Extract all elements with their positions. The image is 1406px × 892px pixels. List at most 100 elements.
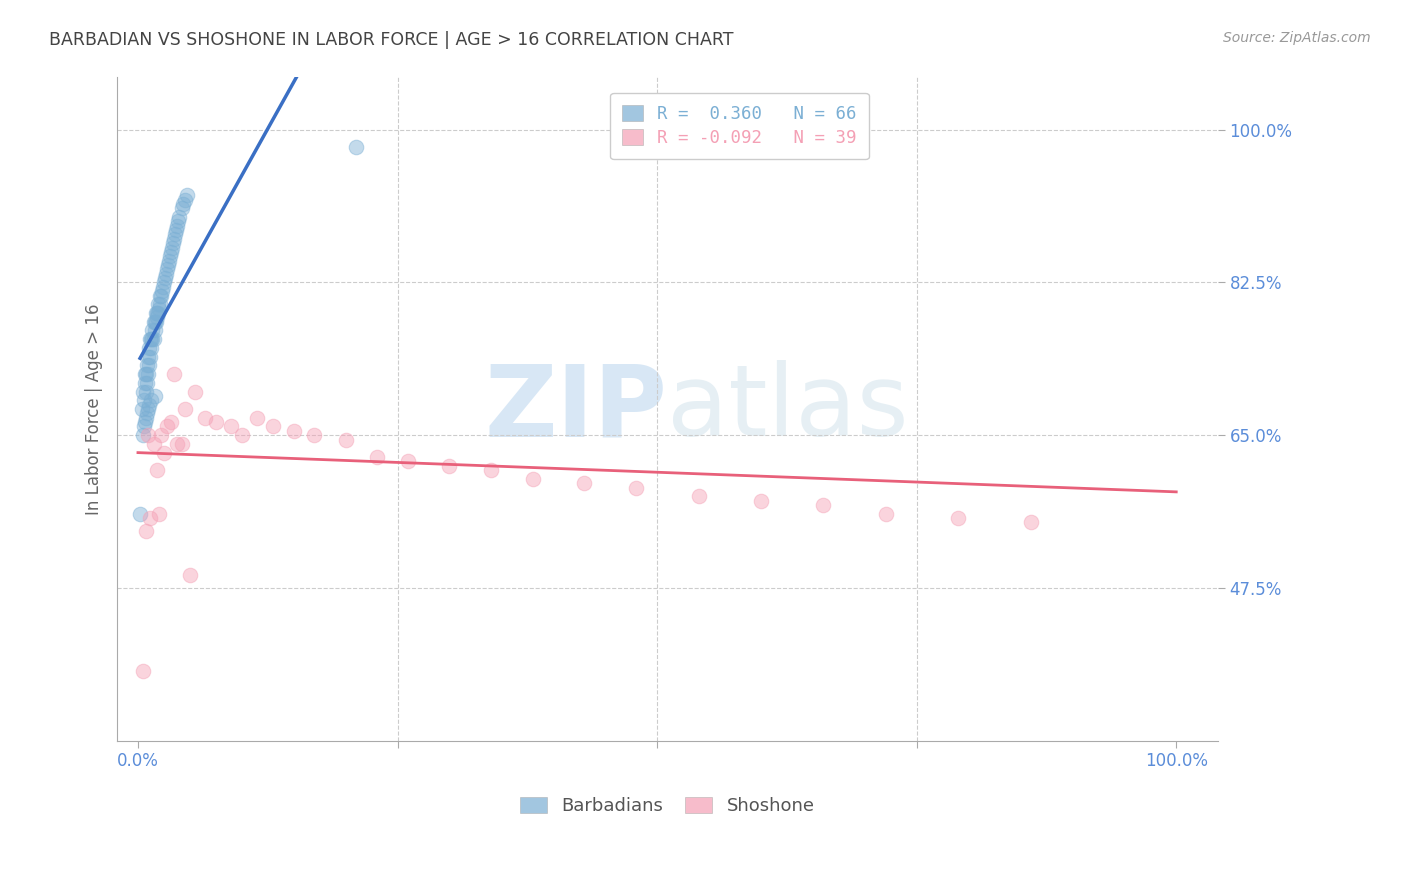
Point (152, 280, 174, 294)
Point (134, 393, 156, 408)
Point (439, 458, 461, 473)
Point (176, 188, 198, 202)
Point (145, 315, 167, 329)
Point (1019, 516, 1042, 530)
Point (134, 376, 156, 390)
Point (138, 402, 160, 417)
Point (948, 511, 970, 525)
Point (131, 402, 153, 417)
Point (160, 244, 183, 259)
Point (366, 450, 388, 464)
Point (170, 202, 193, 216)
Point (141, 341, 163, 355)
Point (142, 315, 165, 329)
Point (142, 332, 165, 346)
Point (156, 262, 179, 277)
Point (135, 410, 157, 425)
Point (173, 402, 195, 417)
Point (141, 332, 163, 346)
Point (145, 310, 167, 325)
Point (344, 140, 367, 154)
Point (138, 367, 160, 381)
Point (139, 332, 162, 346)
Point (139, 511, 162, 525)
Point (136, 376, 159, 390)
Point (141, 323, 163, 337)
Text: BARBADIAN VS SHOSHONE IN LABOR FORCE | AGE > 16 CORRELATION CHART: BARBADIAN VS SHOSHONE IN LABOR FORCE | A… (49, 31, 734, 49)
Point (166, 219, 188, 233)
Point (138, 359, 160, 373)
Point (150, 284, 173, 298)
Legend: Barbadians, Shoshone: Barbadians, Shoshone (513, 789, 823, 822)
Point (875, 507, 897, 521)
Point (205, 415, 228, 429)
Point (146, 297, 169, 311)
Point (138, 398, 160, 412)
Point (135, 367, 157, 381)
Point (160, 241, 183, 255)
Y-axis label: In Labor Force | Age > 16: In Labor Force | Age > 16 (86, 303, 103, 515)
Point (479, 463, 502, 477)
Point (165, 223, 187, 237)
Point (813, 498, 835, 512)
Point (136, 359, 159, 373)
Point (172, 197, 194, 211)
Point (160, 415, 183, 429)
Point (335, 433, 357, 447)
Point (159, 249, 181, 263)
Point (167, 214, 190, 228)
Point (153, 271, 176, 285)
Point (688, 489, 710, 503)
Point (396, 454, 419, 468)
Point (141, 332, 163, 346)
Point (143, 315, 166, 329)
Point (138, 428, 160, 442)
Text: ZIP: ZIP (485, 360, 668, 458)
Point (149, 428, 172, 442)
Point (283, 424, 305, 438)
Point (163, 367, 186, 381)
Point (522, 472, 544, 486)
Point (157, 253, 180, 268)
Point (145, 306, 167, 320)
Point (162, 236, 184, 251)
Point (142, 437, 165, 451)
Point (135, 524, 157, 538)
Point (304, 428, 326, 442)
Point (231, 428, 253, 442)
Point (262, 419, 284, 434)
Point (179, 567, 201, 582)
Point (574, 476, 596, 491)
Point (139, 350, 162, 364)
Point (138, 341, 160, 355)
Point (132, 428, 155, 442)
Point (143, 389, 166, 403)
Point (146, 306, 169, 320)
Point (155, 267, 177, 281)
Point (141, 393, 163, 408)
Point (153, 445, 176, 459)
Point (221, 419, 243, 434)
Point (169, 210, 191, 224)
Point (145, 463, 167, 477)
Point (138, 350, 160, 364)
Point (149, 288, 172, 302)
Point (132, 664, 155, 678)
Point (132, 384, 155, 399)
Point (143, 323, 166, 337)
Point (145, 306, 167, 320)
Point (134, 367, 156, 381)
Point (173, 193, 195, 207)
Point (148, 507, 170, 521)
Point (170, 437, 193, 451)
Point (153, 276, 176, 290)
Point (157, 258, 180, 272)
Point (246, 410, 269, 425)
Point (166, 437, 188, 451)
Point (134, 415, 156, 429)
Point (129, 507, 152, 521)
Point (149, 297, 172, 311)
Text: Source: ZipAtlas.com: Source: ZipAtlas.com (1223, 31, 1371, 45)
Text: atlas: atlas (668, 360, 910, 458)
Point (134, 419, 156, 434)
